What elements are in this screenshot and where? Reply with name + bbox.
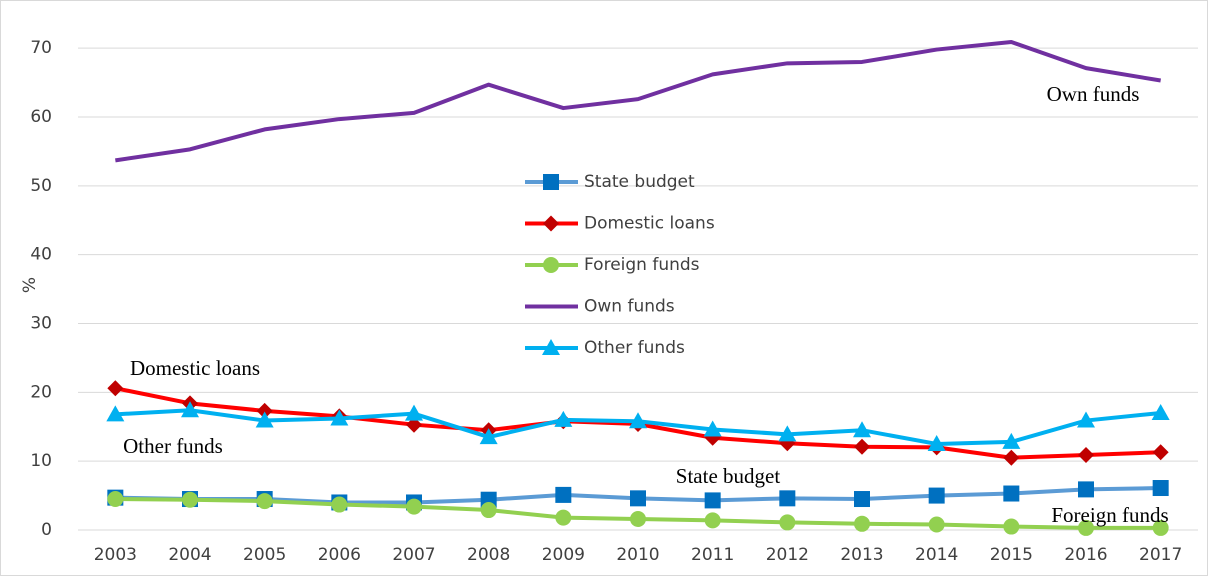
- data-point: [779, 514, 796, 531]
- y-tick-label: 20: [30, 382, 52, 402]
- legend-label: Domestic loans: [584, 214, 715, 234]
- legend-label: Own funds: [584, 297, 675, 317]
- data-point: [629, 412, 647, 429]
- x-tick-label: 2010: [616, 545, 659, 565]
- data-point: [331, 496, 348, 513]
- data-point: [405, 404, 423, 421]
- series-line: [115, 39, 1161, 163]
- data-point: [555, 509, 572, 526]
- annotation: State budget: [676, 464, 781, 488]
- data-point: [853, 421, 871, 438]
- y-tick-label: 60: [30, 107, 52, 127]
- y-tick-label: 0: [41, 520, 52, 540]
- data-point: [1078, 446, 1094, 463]
- data-point: [107, 491, 124, 508]
- data-point: [1078, 519, 1094, 536]
- legend-label: Other funds: [584, 338, 685, 358]
- x-tick-label: 2007: [392, 545, 435, 565]
- data-point: [928, 487, 945, 504]
- x-tick-label: 2015: [990, 545, 1033, 565]
- x-tick-label: 2011: [691, 545, 734, 565]
- data-point: [406, 416, 422, 433]
- data-point: [1077, 411, 1095, 428]
- x-tick-label: 2009: [542, 545, 585, 565]
- x-tick-label: 2003: [94, 545, 137, 565]
- y-axis-title: %: [20, 277, 40, 293]
- data-point: [854, 491, 870, 508]
- x-tick-label: 2004: [168, 545, 211, 565]
- data-point: [630, 490, 646, 507]
- x-tick-label: 2006: [318, 545, 361, 565]
- data-point: [630, 510, 646, 527]
- legend-marker: [543, 215, 559, 232]
- data-point: [330, 409, 349, 426]
- data-point: [778, 425, 797, 442]
- legend-marker: [543, 174, 559, 190]
- x-tick-label: 2012: [766, 545, 809, 565]
- annotation: Own funds: [1047, 82, 1140, 106]
- x-tick-label: 2017: [1139, 545, 1182, 565]
- data-point: [406, 498, 422, 515]
- y-tick-label: 10: [30, 451, 52, 471]
- legend-marker: [542, 339, 560, 355]
- y-tick-label: 70: [30, 38, 52, 58]
- data-point: [106, 405, 125, 422]
- x-tick-label: 2016: [1064, 545, 1107, 565]
- data-point: [703, 420, 722, 437]
- data-point: [704, 492, 721, 509]
- data-point: [480, 502, 497, 519]
- data-point: [1152, 519, 1169, 536]
- data-point: [256, 402, 273, 419]
- data-point: [555, 486, 572, 503]
- x-tick-label: 2013: [840, 545, 883, 565]
- data-point: [927, 434, 946, 451]
- x-tick-label: 2005: [243, 545, 286, 565]
- data-point: [255, 411, 274, 428]
- x-tick-label: 2014: [915, 545, 958, 565]
- data-point: [1151, 403, 1170, 420]
- data-point: [1003, 485, 1020, 502]
- data-point: [554, 410, 573, 427]
- data-point: [256, 493, 273, 510]
- data-point: [107, 380, 124, 397]
- y-tick-label: 40: [30, 245, 52, 265]
- legend-label: Foreign funds: [584, 255, 700, 275]
- data-point: [1002, 432, 1021, 449]
- data-point: [182, 491, 198, 508]
- data-point: [479, 428, 498, 445]
- data-point: [1152, 444, 1169, 461]
- data-point: [704, 512, 721, 529]
- data-point: [854, 515, 870, 532]
- data-point: [1152, 480, 1169, 497]
- data-point: [928, 516, 945, 533]
- data-point: [1003, 449, 1020, 466]
- legend-label: State budget: [584, 172, 695, 192]
- annotation: Domestic loans: [130, 356, 260, 380]
- legend-marker: [543, 257, 559, 273]
- data-point: [779, 490, 796, 507]
- data-point: [1078, 481, 1094, 498]
- y-tick-label: 50: [30, 176, 52, 196]
- x-tick-label: 2008: [467, 545, 510, 565]
- data-point: [181, 401, 199, 418]
- data-point: [1003, 518, 1020, 535]
- data-point: [854, 438, 870, 455]
- annotation: Foreign funds: [1051, 503, 1168, 527]
- annotation: Other funds: [123, 434, 223, 458]
- y-tick-label: 30: [30, 314, 52, 334]
